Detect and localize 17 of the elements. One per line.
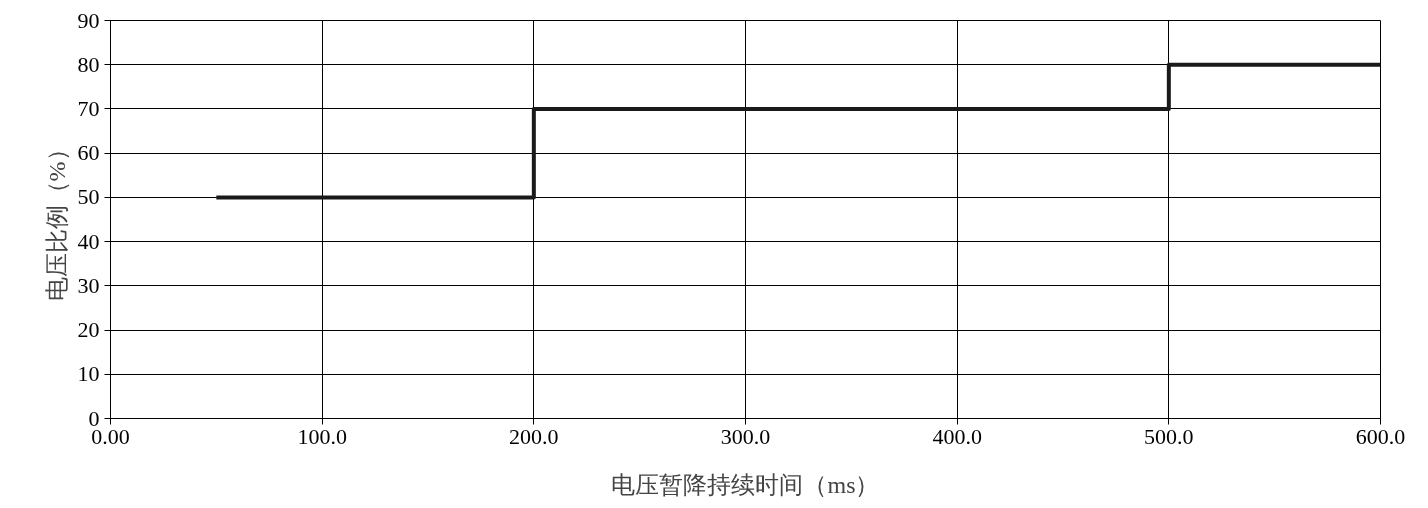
y-axis-title: 电压比例（%） bbox=[43, 137, 70, 302]
x-tick-label: 500.0 bbox=[1144, 423, 1194, 449]
x-tick-label: 400.0 bbox=[932, 423, 982, 449]
y-tick-label: 20 bbox=[77, 317, 100, 343]
x-tick-label: 300.0 bbox=[720, 423, 771, 449]
x-axis-title: 电压暂降持续时间（ms） bbox=[611, 471, 880, 498]
x-tick-label: 200.0 bbox=[509, 423, 559, 449]
y-tick-label: 30 bbox=[77, 272, 100, 298]
y-tick-label: 40 bbox=[77, 228, 100, 254]
y-tick-label: 70 bbox=[77, 95, 100, 121]
y-tick-label: 10 bbox=[77, 361, 100, 387]
y-tick-label: 60 bbox=[77, 140, 100, 166]
y-tick-label: 80 bbox=[77, 51, 100, 77]
y-tick-label: 90 bbox=[77, 7, 100, 33]
x-tick-label: 100.0 bbox=[297, 423, 347, 449]
y-tick-label: 50 bbox=[77, 184, 100, 210]
x-tick-label: 600.0 bbox=[1355, 423, 1406, 449]
